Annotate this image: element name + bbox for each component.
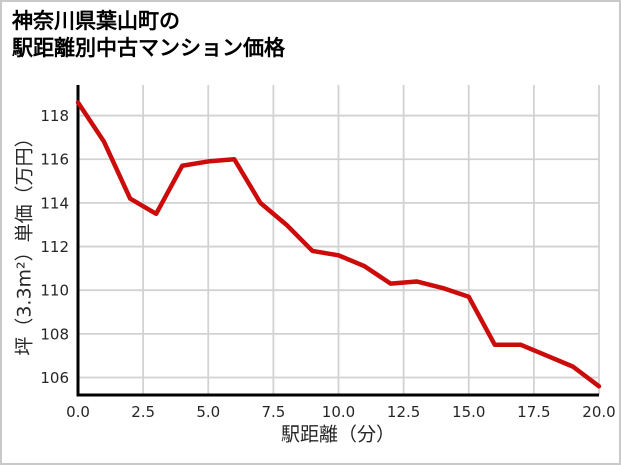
chart-title-line2: 駅距離別中古マンション価格 (12, 36, 285, 60)
y-axis-label: 坪（3.3m²）単価（万円） (13, 128, 36, 356)
chart-title: 神奈川県葉山町の 駅距離別中古マンション価格 (12, 8, 285, 62)
x-axis-label: 駅距離（分） (280, 423, 396, 446)
y-tick-label: 118 (40, 107, 69, 125)
x-tick-label: 15.0 (452, 403, 485, 421)
x-tick-label: 12.5 (387, 403, 420, 421)
y-tick-label: 116 (40, 151, 69, 169)
x-tick-label: 5.0 (196, 403, 220, 421)
x-tick-label: 7.5 (261, 403, 285, 421)
y-tick-label: 114 (40, 194, 69, 212)
y-tick-label: 106 (40, 369, 69, 387)
x-tick-label: 10.0 (322, 403, 355, 421)
x-tick-label: 17.5 (517, 403, 550, 421)
x-tick-label: 0.0 (66, 403, 90, 421)
chart-title-line1: 神奈川県葉山町の (12, 9, 180, 33)
y-tick-label: 108 (40, 325, 69, 343)
price-line (75, 100, 602, 389)
y-tick-label: 112 (40, 238, 69, 256)
y-tick-label: 110 (40, 282, 69, 300)
x-tick-label: 2.5 (131, 403, 155, 421)
x-tick-label: 20.0 (582, 403, 615, 421)
